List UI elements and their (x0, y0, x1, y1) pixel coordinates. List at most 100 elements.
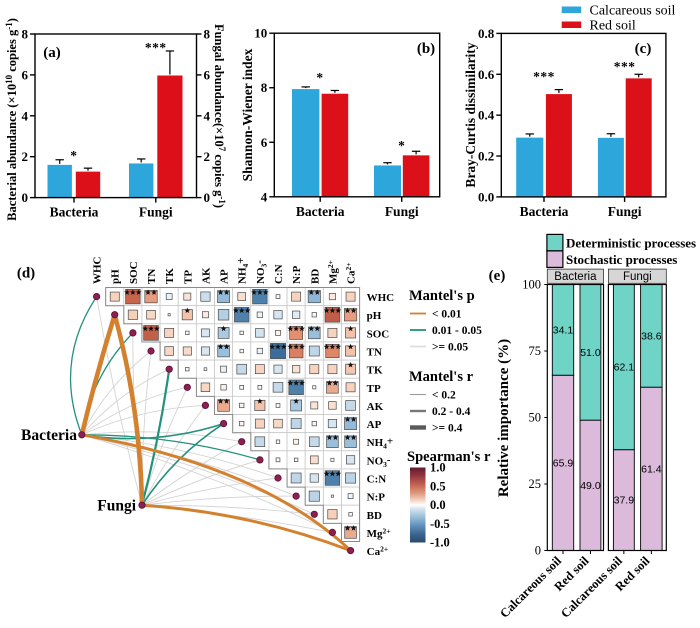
svg-text:Spearman's r: Spearman's r (407, 449, 491, 465)
svg-text:C:N: C:N (273, 264, 285, 284)
svg-text:0.5: 0.5 (430, 479, 446, 493)
svg-text:< 0.01: < 0.01 (432, 309, 462, 321)
svg-text:50: 50 (529, 411, 542, 425)
svg-text:0.01 - 0.05: 0.01 - 0.05 (432, 325, 482, 337)
svg-text:< 0.2: < 0.2 (432, 390, 456, 402)
svg-text:***: *** (614, 59, 636, 74)
svg-text:>= 0.4: >= 0.4 (432, 423, 463, 435)
svg-text:Fungi: Fungi (139, 205, 173, 220)
svg-text:TN: TN (367, 347, 382, 359)
svg-text:*: * (316, 70, 323, 85)
svg-text:(d): (d) (17, 266, 35, 282)
svg-text:WHC: WHC (92, 256, 104, 284)
svg-text:6: 6 (261, 135, 268, 150)
svg-text:10: 10 (254, 26, 267, 41)
svg-text:37.9: 37.9 (614, 495, 635, 507)
svg-text:0: 0 (204, 190, 211, 205)
svg-text:75: 75 (529, 344, 542, 358)
svg-text:Relative importance (%): Relative importance (%) (496, 339, 512, 497)
svg-text:Bacteria: Bacteria (21, 427, 77, 444)
svg-text:AK: AK (200, 267, 212, 284)
svg-text:Bacteria: Bacteria (296, 204, 345, 219)
svg-text:SOC: SOC (128, 261, 140, 284)
svg-text:*: * (70, 148, 77, 163)
svg-text:4: 4 (204, 108, 211, 123)
svg-text:N:P: N:P (367, 492, 386, 504)
svg-text:2: 2 (22, 149, 29, 164)
svg-text:49.0: 49.0 (580, 480, 601, 492)
svg-text:1.0: 1.0 (430, 461, 446, 475)
svg-text:AP: AP (219, 269, 231, 284)
svg-text:Bacteria: Bacteria (50, 205, 99, 220)
svg-text:Fungal abundance(×107 copies g: Fungal abundance(×107 copies g-1) (212, 24, 227, 208)
svg-text:***: *** (145, 40, 167, 55)
svg-text:0.4: 0.4 (478, 108, 495, 123)
svg-text:0.2 - 0.4: 0.2 - 0.4 (432, 406, 471, 418)
svg-text:Mantel's r: Mantel's r (409, 369, 474, 385)
svg-text:Fungi: Fungi (97, 498, 136, 515)
svg-text:(b): (b) (417, 41, 435, 57)
svg-text:4: 4 (22, 108, 29, 123)
svg-text:C:N: C:N (367, 474, 387, 486)
svg-text:0: 0 (22, 190, 29, 205)
svg-text:0.0: 0.0 (478, 189, 494, 204)
svg-text:0.2: 0.2 (478, 149, 494, 164)
svg-text:TP: TP (367, 383, 381, 395)
svg-text:>= 0.05: >= 0.05 (432, 342, 468, 354)
svg-text:TK: TK (367, 365, 383, 377)
svg-text:-0.5: -0.5 (430, 517, 450, 531)
svg-text:N:P: N:P (291, 265, 303, 284)
svg-text:Fungi: Fungi (385, 204, 419, 219)
svg-text:Stochastic processes: Stochastic processes (566, 252, 677, 267)
svg-text:34.1: 34.1 (553, 324, 574, 336)
svg-text:Bacteria: Bacteria (520, 204, 569, 219)
svg-text:(e): (e) (489, 268, 506, 284)
svg-text:Red soil: Red soil (590, 19, 636, 34)
svg-text:pH: pH (110, 269, 122, 284)
svg-text:AK: AK (367, 401, 384, 413)
svg-text:0: 0 (535, 544, 541, 558)
svg-text:61.4: 61.4 (641, 463, 662, 475)
svg-text:4: 4 (261, 189, 268, 204)
svg-text:Bacteria: Bacteria (554, 271, 597, 283)
svg-text:51.0: 51.0 (580, 347, 601, 359)
svg-text:38.6: 38.6 (641, 330, 662, 342)
svg-text:Calcareous soil: Calcareous soil (590, 4, 676, 19)
svg-text:BD: BD (309, 269, 321, 284)
svg-text:TN: TN (146, 269, 158, 284)
svg-text:8: 8 (22, 27, 29, 42)
svg-text:-1.0: -1.0 (430, 536, 450, 550)
svg-text:Mantel's p: Mantel's p (409, 288, 475, 304)
svg-text:Deterministic processes: Deterministic processes (566, 236, 696, 251)
svg-text:65.9: 65.9 (553, 457, 574, 469)
svg-text:6: 6 (22, 67, 29, 82)
svg-text:62.1: 62.1 (614, 362, 635, 374)
svg-text:0.6: 0.6 (478, 67, 495, 82)
svg-text:TP: TP (182, 270, 194, 284)
svg-text:(a): (a) (43, 45, 61, 61)
svg-text:(c): (c) (635, 41, 652, 57)
svg-text:100: 100 (522, 278, 541, 292)
svg-text:2: 2 (204, 149, 211, 164)
svg-text:Fungi: Fungi (623, 271, 652, 283)
svg-text:SOC: SOC (367, 328, 390, 340)
svg-text:0.0: 0.0 (430, 498, 446, 512)
svg-text:TK: TK (164, 268, 176, 284)
svg-text:Bray-Curtis dissimilarity: Bray-Curtis dissimilarity (463, 42, 478, 187)
svg-text:25: 25 (529, 477, 542, 491)
svg-text:BD: BD (367, 510, 382, 522)
svg-text:Fungi: Fungi (608, 204, 642, 219)
svg-text:NH4+: NH4+ (235, 257, 250, 284)
svg-text:NH4+: NH4+ (367, 436, 394, 451)
svg-text:8: 8 (261, 80, 268, 95)
svg-text:*: * (398, 138, 405, 153)
svg-text:AP: AP (367, 419, 382, 431)
svg-text:Shannon-Wiener index: Shannon-Wiener index (240, 48, 255, 181)
svg-text:Bacterial abundance (×1010 cop: Bacterial abundance (×1010 copies g-1) (4, 18, 19, 221)
svg-text:***: *** (533, 69, 555, 84)
svg-text:WHC: WHC (367, 292, 395, 304)
svg-text:6: 6 (204, 67, 211, 82)
svg-text:pH: pH (367, 310, 382, 322)
svg-text:8: 8 (204, 27, 211, 42)
svg-text:0.8: 0.8 (478, 26, 495, 41)
